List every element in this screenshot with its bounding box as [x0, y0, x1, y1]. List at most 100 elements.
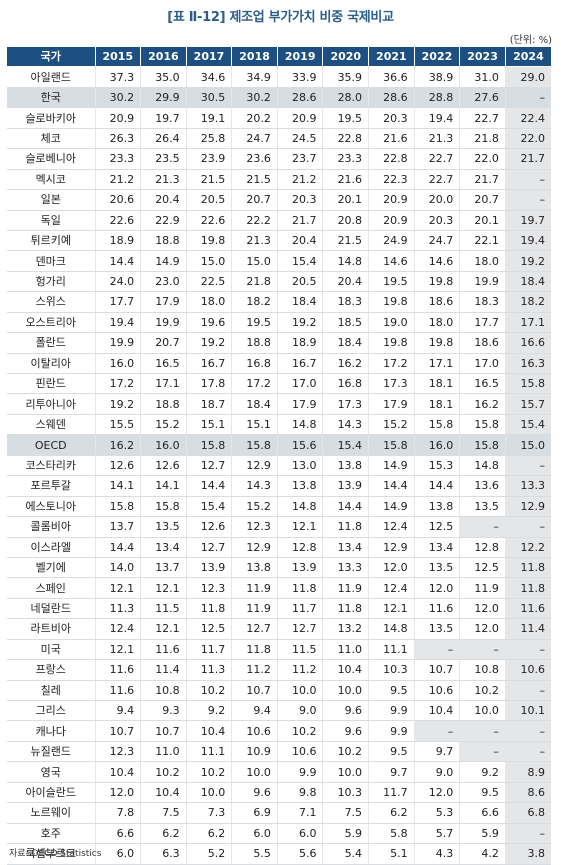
- value-cell: 18.3: [322, 291, 369, 313]
- value-cell: 9.6: [322, 700, 369, 722]
- value-cell: 14.8: [459, 455, 506, 477]
- value-cell: 14.4: [94, 250, 141, 272]
- value-cell: 13.4: [322, 537, 369, 558]
- header-row: 국가 2015 2016 2017 2018 2019 2020 2021 20…: [7, 47, 551, 68]
- table-row: 미국 12.1 11.6 11.7 11.8 11.5 11.0 11.1– – –: [7, 639, 551, 661]
- value-cell: 10.0: [322, 680, 369, 702]
- value-cell: 15.2: [140, 414, 187, 436]
- value-cell: 17.1: [413, 353, 460, 375]
- value-cell: 5.3: [413, 802, 460, 824]
- value-cell: 17.0: [459, 353, 506, 375]
- value-cell: 18.0: [413, 312, 460, 334]
- value-cell: 19.4: [504, 230, 551, 252]
- value-cell: 13.5: [413, 557, 460, 579]
- value-cell: 9.9: [276, 761, 323, 783]
- value-cell: 10.7: [231, 680, 278, 702]
- value-cell: 22.7: [413, 148, 460, 170]
- value-cell: 10.4: [140, 782, 187, 804]
- value-cell: 19.7: [140, 107, 187, 129]
- value-cell: 11.4: [504, 618, 551, 640]
- value-cell: 15.3: [413, 455, 460, 477]
- value-cell: 11.8: [276, 577, 323, 599]
- value-cell: 20.7: [231, 189, 278, 211]
- value-cell: 9.3: [140, 700, 187, 722]
- table-row: 칠레 11.6 10.8 10.2 10.7 10.0 10.0 9.5 10.6 10.2–: [7, 680, 551, 702]
- country-cell: 이탈리아: [7, 353, 95, 375]
- value-cell: 19.2: [94, 393, 141, 415]
- value-cell: 13.8: [276, 475, 323, 497]
- value-cell: 10.4: [94, 761, 141, 783]
- column-header: 2024: [504, 47, 551, 68]
- value-cell: 13.7: [140, 557, 187, 579]
- value-cell: 12.9: [504, 496, 551, 518]
- value-cell: 23.7: [276, 148, 323, 170]
- country-cell: OECD: [7, 434, 95, 456]
- value-cell: 13.3: [504, 475, 551, 497]
- country-cell: 그리스: [7, 700, 95, 722]
- value-cell: 12.1: [140, 577, 187, 599]
- value-cell: 11.5: [276, 639, 323, 661]
- value-cell: 10.2: [276, 720, 323, 742]
- value-cell: 11.8: [504, 557, 551, 579]
- value-cell: 20.3: [276, 189, 323, 211]
- value-cell: 10.0: [185, 782, 232, 804]
- column-header: 2018: [231, 47, 278, 68]
- value-cell: 24.7: [413, 230, 460, 252]
- value-cell: 10.4: [185, 720, 232, 742]
- value-cell: 21.6: [368, 128, 415, 150]
- value-cell: 13.5: [140, 516, 187, 538]
- value-cell: –: [459, 516, 506, 538]
- value-cell: 20.4: [140, 189, 187, 211]
- value-cell: 18.4: [231, 393, 278, 415]
- value-cell: 13.9: [322, 475, 369, 497]
- value-cell: 11.7: [368, 782, 415, 804]
- value-cell: 12.1: [94, 577, 141, 599]
- value-cell: 16.2: [459, 393, 506, 415]
- value-cell: 12.3: [231, 516, 278, 538]
- country-cell: 아일랜드: [7, 66, 95, 88]
- value-cell: 18.9: [94, 230, 141, 252]
- country-cell: 오스트리아: [7, 312, 95, 334]
- value-cell: 15.8: [185, 434, 232, 456]
- value-cell: 15.4: [504, 414, 551, 436]
- value-cell: 17.2: [231, 373, 278, 395]
- value-cell: 12.0: [459, 618, 506, 640]
- value-cell: 14.8: [276, 414, 323, 436]
- value-cell: 19.1: [185, 107, 232, 129]
- country-cell: 영국: [7, 761, 95, 783]
- value-cell: 18.6: [459, 332, 506, 354]
- country-cell: 이스라엘: [7, 537, 95, 558]
- value-cell: 18.8: [231, 332, 278, 354]
- value-cell: 21.8: [459, 128, 506, 150]
- country-cell: 일본: [7, 189, 95, 211]
- value-cell: 12.6: [140, 455, 187, 477]
- value-cell: 18.2: [504, 291, 551, 313]
- value-cell: 15.4: [276, 250, 323, 272]
- value-cell: 15.8: [413, 414, 460, 436]
- table-row: 코스타리카 12.6 12.6 12.7 12.9 13.0 13.8 14.9 15.3 14.…: [7, 455, 551, 477]
- value-cell: 12.4: [94, 618, 141, 640]
- country-cell: 리투아니아: [7, 393, 95, 415]
- country-cell: 한국: [7, 87, 95, 109]
- value-cell: 31.0: [459, 66, 506, 88]
- value-cell: 9.4: [94, 700, 141, 722]
- value-cell: 22.7: [459, 107, 506, 129]
- value-cell: 5.9: [322, 823, 369, 845]
- value-cell: 11.5: [140, 598, 187, 620]
- value-cell: 13.5: [413, 618, 460, 640]
- value-cell: 10.2: [185, 761, 232, 783]
- value-cell: 11.1: [185, 741, 232, 763]
- country-cell: 폴란드: [7, 332, 95, 354]
- value-cell: 7.3: [185, 802, 232, 824]
- value-cell: 15.4: [322, 434, 369, 456]
- value-cell: 14.4: [368, 475, 415, 497]
- value-cell: 20.5: [276, 271, 323, 293]
- table-row: 독일 22.6 22.9 22.6 22.2 21.7 20.8 20.9 20.3 20.1 19…: [7, 210, 551, 231]
- country-cell: 멕시코: [7, 169, 95, 191]
- value-cell: 24.7: [231, 128, 278, 150]
- table-row: 핀란드 17.2 17.1 17.8 17.2 17.0 16.8 17.3 18.1 16.5 1…: [7, 373, 551, 395]
- value-cell: 5.4: [322, 843, 369, 865]
- country-cell: 독일: [7, 210, 95, 231]
- value-cell: 28.6: [276, 87, 323, 109]
- value-cell: 16.0: [413, 434, 460, 456]
